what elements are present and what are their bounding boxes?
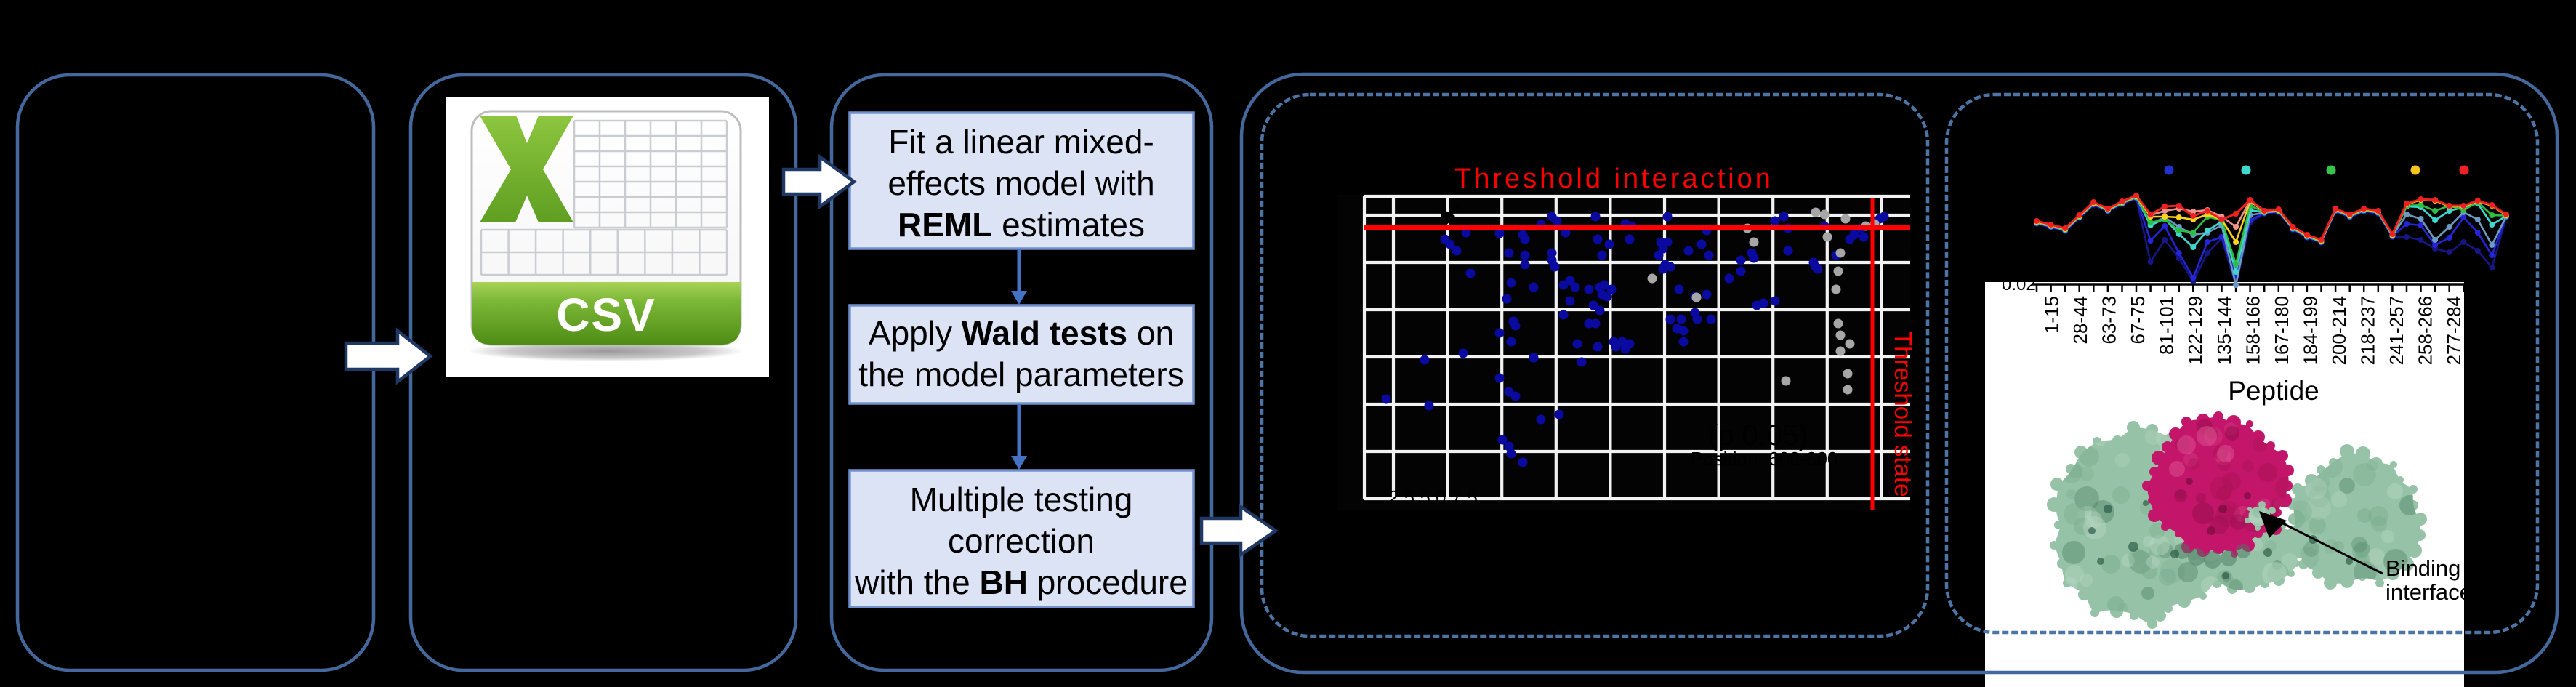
svg-text:277-284: 277-284: [2443, 296, 2465, 365]
svg-text:122-129: 122-129: [2184, 296, 2206, 365]
svg-text:effects model with: effects model with: [887, 164, 1154, 202]
svg-text:67-75: 67-75: [2127, 296, 2149, 345]
svg-text:Binding: Binding: [2386, 555, 2460, 581]
svg-text:200-214: 200-214: [2328, 296, 2350, 365]
svg-text:Threshold interaction: Threshold interaction: [1454, 164, 1774, 194]
svg-text:interface: interface: [2386, 579, 2472, 605]
svg-text:158-166: 158-166: [2242, 296, 2263, 365]
svg-text:Peptide: Peptide: [2228, 376, 2319, 406]
svg-text:(p 0.05): (p 0.05): [1708, 419, 1808, 451]
svg-text:CSV: CSV: [556, 289, 656, 341]
svg-text:Multiple testing: Multiple testing: [910, 481, 1133, 518]
svg-text:241-257: 241-257: [2386, 296, 2407, 365]
svg-text:81-101: 81-101: [2156, 296, 2178, 355]
svg-text:63-73: 63-73: [2098, 296, 2120, 345]
svg-text:REML estimates: REML estimates: [898, 206, 1145, 244]
svg-text:correction: correction: [948, 522, 1095, 560]
svg-text:135-144: 135-144: [2213, 296, 2235, 365]
svg-text:0.02: 0.02: [2002, 275, 2036, 294]
svg-text:184-199: 184-199: [2299, 296, 2321, 365]
svg-text:258-266: 258-266: [2415, 296, 2436, 365]
svg-text:Position: 600-800: Position: 600-800: [1691, 448, 1838, 470]
svg-text:Fit a linear mixed-: Fit a linear mixed-: [888, 123, 1154, 161]
svg-text:167-180: 167-180: [2271, 296, 2293, 365]
svg-text:with the BH procedure: with the BH procedure: [854, 563, 1188, 601]
svg-text:28-44: 28-44: [2069, 296, 2091, 345]
svg-text:1-15: 1-15: [2041, 296, 2063, 334]
svg-text:218-237: 218-237: [2357, 296, 2379, 365]
svg-text:Threshold state: Threshold state: [1890, 332, 1917, 497]
svg-text:2.5 5.0 7.5: 2.5 5.0 7.5: [1388, 486, 1478, 508]
svg-text:Apply Wald tests on: Apply Wald tests on: [869, 314, 1174, 352]
svg-text:the model parameters: the model parameters: [858, 355, 1183, 393]
